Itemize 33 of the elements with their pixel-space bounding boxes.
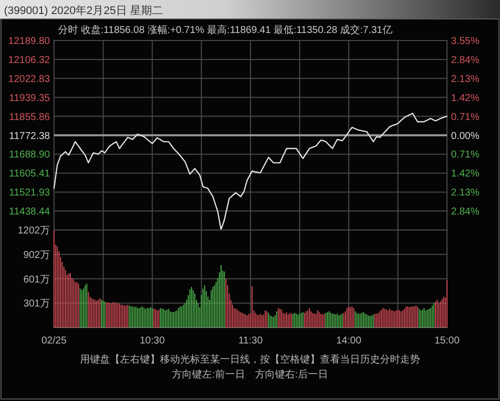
y-tick-label: 12189.80 [8,36,50,47]
x-tick-label: 15:00 [434,336,460,346]
y-tick-label: 11521.93 [9,188,50,199]
y2-tick-label: 2.84% [451,54,480,66]
y-tick-label: 12106.32 [8,54,50,66]
y2-tick-label: 0.00% [451,130,480,142]
y2-tick-label: 2.13% [451,74,480,85]
y2-tick-label: 1.42% [451,168,480,180]
x-tick-label: 14:00 [336,336,362,346]
y-tick-label: 12022.83 [8,74,50,85]
chart-title: (399001) 2020年2月25日 星期二 [4,5,163,17]
x-tick-label: 10:30 [140,336,166,346]
y-tick-label: 1202万 [18,226,50,236]
y2-tick-label: 0.71% [451,112,480,123]
y-tick-label: 11855.86 [9,112,50,123]
y-tick-label: 11438.44 [9,206,50,218]
y-tick-label: 601万 [23,274,50,286]
y-tick-label: 11605.41 [9,168,50,180]
y-tick-label: 11688.90 [9,150,50,161]
chart-subtitle: 分时 收盘:11856.08 涨幅:+0.71% 最高:11869.41 最低:11350.28 成交:7.31亿 [58,24,392,36]
y2-tick-label: 2.13% [451,188,480,199]
y2-tick-label: 2.84% [451,206,480,218]
x-tick-label: 02/25 [41,336,67,346]
text: 用键盘【左右键】移动光标至某一日线，按【空格键】查看当日历史分时走势 [80,354,420,366]
y2-tick-label: 0.71% [451,150,480,161]
text: 方向键左:前一日 方向键右:后一日 [172,368,328,380]
y-tick-label: 11772.38 [9,130,50,142]
y-tick-label: 301万 [23,298,50,310]
y-tick-label: 11939.35 [9,92,50,104]
y2-tick-label: 1.42% [451,92,480,104]
y2-tick-label: 3.55% [451,36,480,47]
y-tick-label: 902万 [23,250,50,261]
x-tick-label: 11:30 [238,336,264,346]
